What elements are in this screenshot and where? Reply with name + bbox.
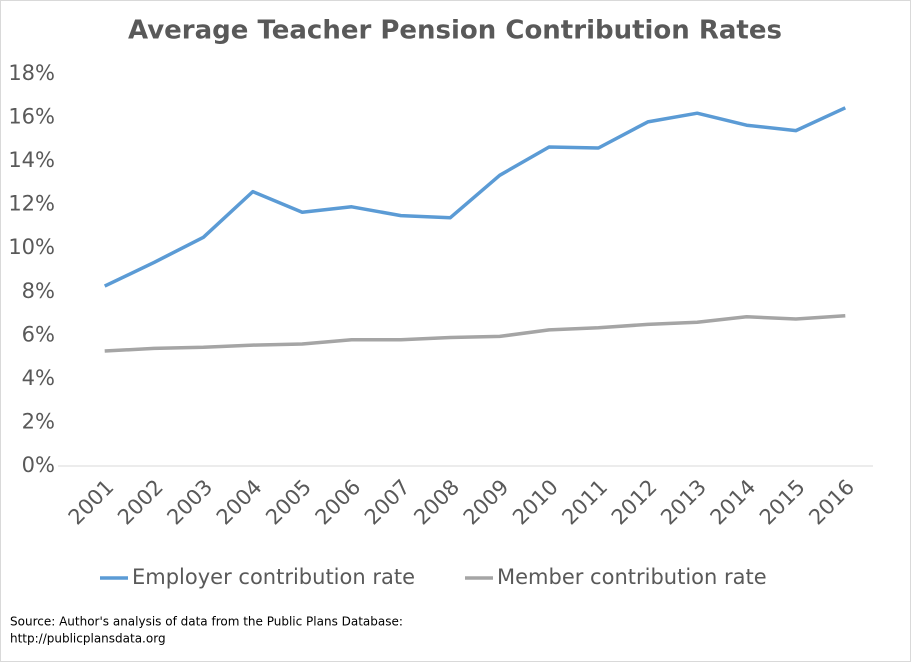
source-note: Source: Author's analysis of data from t… [10, 615, 403, 629]
source-note: http://publicplansdata.org [10, 632, 166, 646]
series-line [104, 313, 846, 353]
chart-title: Average Teacher Pension Contribution Rat… [128, 16, 782, 46]
y-tick-label: 2% [22, 409, 55, 433]
legend-label: Member contribution rate [497, 565, 767, 589]
y-tick-label: 0% [22, 453, 55, 477]
y-tick-label: 12% [8, 192, 55, 216]
y-tick-label: 6% [22, 322, 55, 346]
y-tick-label: 4% [22, 366, 55, 390]
y-tick-label: 8% [22, 279, 55, 303]
y-tick-label: 10% [8, 235, 55, 259]
y-tick-label: 14% [8, 148, 55, 172]
series-line [103, 106, 847, 288]
legend-label: Employer contribution rate [132, 565, 415, 589]
y-tick-label: 16% [8, 105, 55, 129]
y-tick-label: 18% [8, 61, 55, 85]
